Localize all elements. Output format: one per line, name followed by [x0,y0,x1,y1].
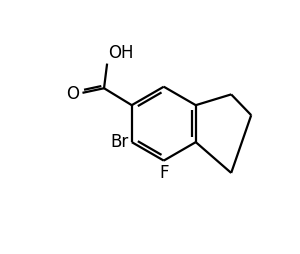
Text: O: O [66,85,80,103]
Text: Br: Br [110,133,129,151]
Text: F: F [159,164,169,182]
Text: OH: OH [108,44,134,62]
